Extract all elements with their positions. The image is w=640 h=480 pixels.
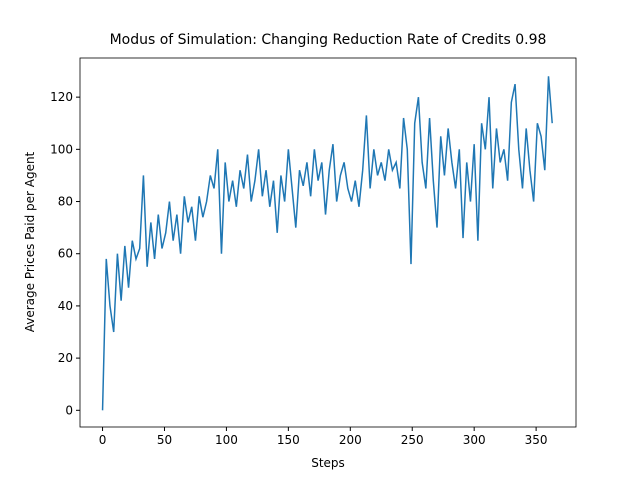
- plot-frame: [79, 57, 577, 428]
- x-tick-label: 250: [401, 433, 424, 447]
- x-tick-label: 200: [339, 433, 362, 447]
- x-tick-label: 0: [99, 433, 107, 447]
- x-tick-label: 50: [157, 433, 172, 447]
- x-axis-label: Steps: [311, 456, 345, 470]
- y-tick-label: 60: [58, 247, 73, 261]
- y-tick-label: 40: [58, 299, 73, 313]
- x-tick-label: 300: [463, 433, 486, 447]
- y-tick-label: 20: [58, 351, 73, 365]
- chart-title: Modus of Simulation: Changing Reduction …: [110, 32, 547, 48]
- y-tick-label: 80: [58, 195, 73, 209]
- line-series: [101, 76, 553, 411]
- x-tick-label: 350: [525, 433, 548, 447]
- y-tick-label: 0: [65, 403, 73, 417]
- y-axis-label: Average Prices Paid per Agent: [23, 151, 37, 332]
- y-tick-label: 120: [50, 90, 73, 104]
- y-tick-label: 100: [50, 142, 73, 156]
- x-tick-label: 100: [215, 433, 238, 447]
- x-tick-label: 150: [277, 433, 300, 447]
